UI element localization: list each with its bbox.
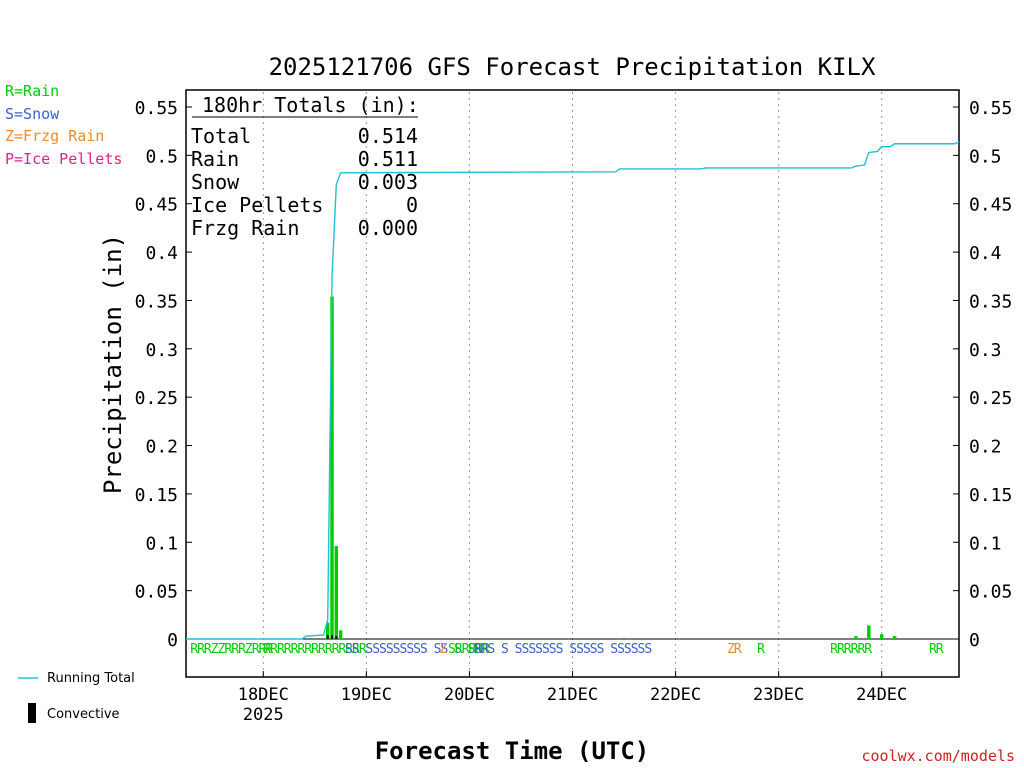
- type-mark-9: RR: [929, 642, 944, 657]
- totals-label-0: Total: [191, 124, 251, 148]
- y-tick-label-right-5: 0.25: [969, 388, 1012, 409]
- y-tick-label-left-1: 0.05: [135, 582, 178, 603]
- y-tick-label-right-8: 0.4: [969, 243, 1002, 264]
- y-tick-label-right-10: 0.5: [969, 146, 1002, 167]
- y-tick-label-left-11: 0.55: [135, 98, 178, 119]
- legend-ice-pellets: P=Ice Pellets: [5, 150, 122, 168]
- totals-label-4: Frzg Rain: [191, 216, 299, 240]
- precip-bar-4: [622, 638, 626, 640]
- y-tick-label-left-10: 0.5: [145, 146, 178, 167]
- totals-label-1: Rain: [191, 147, 239, 171]
- x-tick-label-4: 22DEC: [650, 685, 701, 705]
- running-total-line: [186, 141, 960, 640]
- running-total-legend-label: Running Total: [47, 671, 135, 686]
- y-tick-label-left-4: 0.2: [145, 437, 178, 458]
- totals-header: 180hr Totals (in):: [202, 93, 419, 117]
- plot-frame: [185, 89, 960, 678]
- totals-value-3: 0: [406, 193, 418, 217]
- totals-value-4: 0.000: [358, 216, 418, 240]
- y-tick-label-right-11: 0.55: [969, 98, 1012, 119]
- y-tick-label-right-1: 0.05: [969, 582, 1012, 603]
- precip-bar-7: [879, 634, 884, 639]
- precip-bar-6: [867, 625, 871, 639]
- type-mark-4: SRRRRR: [448, 642, 490, 657]
- type-mark-3: Z: [439, 642, 447, 657]
- gridlines: [262, 92, 883, 676]
- legend-frzg-rain: Z=Frzg Rain: [5, 127, 104, 145]
- totals-label-3: Ice Pellets: [191, 193, 323, 217]
- type-mark-0: RRRZZRRRZRRR: [190, 642, 273, 657]
- x-tick-label-6: 24DEC: [856, 685, 907, 705]
- x-year-label: 2025: [243, 705, 284, 725]
- y-tick-label-right-7: 0.35: [969, 291, 1012, 312]
- legend-rain: R=Rain: [5, 82, 59, 100]
- convective-swatch: [28, 703, 36, 723]
- totals-value-0: 0.514: [358, 124, 418, 148]
- totals-rows: Total 0.514 Rain 0.511 Snow 0.003 Ice Pellets 0…: [191, 124, 418, 240]
- series-legend: Running Total Convective: [18, 671, 135, 723]
- totals-value-2: 0.003: [358, 170, 418, 194]
- y-tick-label-right-6: 0.3: [969, 340, 1002, 361]
- type-mark-8: RRRRRR: [830, 642, 872, 657]
- y-tick-label-left-3: 0.15: [135, 485, 178, 506]
- y-tick-label-left-9: 0.45: [135, 195, 178, 216]
- precip-bars: [325, 296, 897, 640]
- convective-legend-label: Convective: [47, 707, 120, 722]
- precip-bar-0: [325, 622, 330, 639]
- y-axis-right: 0 0.05 0.1 0.15 0.2 0.25 0.3 0.35 0.4 0.45 0.5 0.55: [953, 98, 1012, 651]
- y-axis-label: Precipitation (in): [99, 234, 127, 494]
- precip-bar-3: [338, 630, 343, 639]
- precip-bar-8: [892, 636, 897, 639]
- y-tick-label-left-2: 0.1: [145, 533, 178, 554]
- x-tick-label-5: 23DEC: [753, 685, 804, 705]
- convective-bar-2: [335, 636, 338, 639]
- x-tick-label-0: 18DEC: [238, 685, 289, 705]
- precip-bar-5: [854, 636, 858, 639]
- precip-bar-1: [330, 296, 334, 639]
- y-tick-label-left-5: 0.25: [135, 388, 178, 409]
- type-mark-6: ZR: [727, 642, 742, 657]
- x-tick-label-3: 21DEC: [547, 685, 598, 705]
- y-tick-label-right-9: 0.45: [969, 195, 1012, 216]
- type-mark-2: SS SSSSSSSSS SS S SS: [345, 642, 482, 657]
- convective-bar-1: [331, 635, 334, 639]
- y-tick-label-right-4: 0.2: [969, 437, 1002, 458]
- y-tick-label-right-2: 0.1: [969, 533, 1002, 554]
- totals-label-2: Snow: [191, 170, 240, 194]
- x-tick-label-1: 19DEC: [341, 685, 392, 705]
- y-tick-label-right-0: 0: [969, 630, 980, 651]
- type-legend: R=Rain S=Snow Z=Frzg Rain P=Ice Pellets: [5, 82, 122, 168]
- chart-title: 2025121706 GFS Forecast Precipitation KI…: [269, 53, 876, 81]
- type-mark-5: RRS S SSSSSSS SSSSS SSSSSS: [474, 642, 652, 657]
- totals-value-1: 0.511: [358, 147, 418, 171]
- y-tick-label-left-6: 0.3: [145, 340, 178, 361]
- legend-snow: S=Snow: [5, 105, 60, 123]
- credit-text: coolwx.com/models: [861, 747, 1015, 765]
- y-tick-label-left-0: 0: [167, 630, 178, 651]
- x-tick-label-2: 20DEC: [444, 685, 495, 705]
- convective-bar-0: [326, 635, 329, 639]
- x-axis: 18DEC 19DEC 20DEC 21DEC 22DEC 23DEC 24DEC 2025: [238, 671, 907, 725]
- y-tick-label-left-7: 0.35: [135, 291, 178, 312]
- type-mark-7: R: [757, 642, 765, 657]
- y-axis-left: 0 0.05 0.1 0.15 0.2 0.25 0.3 0.35 0.4 0.45 0.5 0.55: [135, 98, 192, 651]
- totals-box: 180hr Totals (in): Total 0.514 Rain 0.511 Sn…: [191, 93, 419, 240]
- y-tick-label-right-3: 0.15: [969, 485, 1012, 506]
- precip-bar-2: [334, 546, 339, 639]
- type-mark-1: RRRRRRRRRRRRRRR: [263, 642, 367, 657]
- y-tick-label-left-8: 0.4: [145, 243, 178, 264]
- x-axis-label: Forecast Time (UTC): [375, 737, 650, 765]
- convective-bars: [326, 635, 338, 639]
